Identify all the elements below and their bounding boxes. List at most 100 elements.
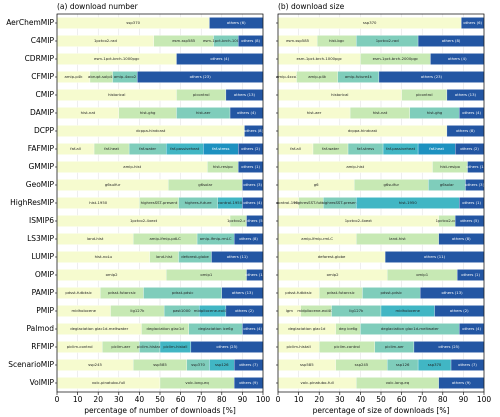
- x-tick-label: 100: [477, 395, 492, 404]
- category-label: OMIP: [35, 270, 55, 279]
- segment-label: deglaciation glac1d: [288, 326, 326, 331]
- category-label: PAMIP: [32, 288, 55, 297]
- segment-label: deforest-globe: [318, 254, 346, 259]
- segment-label: others (11): [424, 254, 446, 259]
- category-label: RFMIP: [31, 342, 54, 351]
- segment-label: 1pctco2-rad: [94, 38, 117, 43]
- segment-label: others (6): [463, 20, 482, 25]
- segment-label: picontrol: [416, 92, 433, 97]
- segment-label: pdsst-futarcsic: [327, 290, 355, 295]
- segment-label: others (1): [461, 272, 480, 277]
- segment-label: others (6): [227, 20, 246, 25]
- segment-label: ssp126: [215, 362, 229, 367]
- segment-label: faf-heat: [429, 146, 444, 151]
- category-label: CDRMIP: [25, 54, 55, 63]
- segment-label: others (1): [245, 272, 264, 277]
- segment-label: amip-p4k: [65, 74, 84, 79]
- segment-label: piclim-control: [334, 344, 360, 349]
- segment-label: others (8): [442, 38, 461, 43]
- segment-label: others (5): [245, 218, 264, 223]
- segment-label: ssp370: [428, 362, 442, 367]
- segment-label: faf-water: [139, 146, 156, 151]
- category-label: DAMIP: [30, 108, 54, 117]
- segment-label: others (25): [438, 344, 460, 349]
- segment-label: others (7): [458, 362, 477, 367]
- segment-label: past1000: [173, 308, 191, 313]
- segment-label: piclim-control: [67, 344, 93, 349]
- segment-label: esm-ssp585: [172, 38, 196, 43]
- segment-label: others (4): [243, 326, 262, 331]
- segment-label: picontrol: [193, 92, 210, 97]
- segment-label: ssp585: [300, 362, 314, 367]
- x-tick-label: 80: [438, 395, 448, 404]
- segment-label: others (1): [241, 164, 260, 169]
- segment-label: midpliocene-eoi400: [297, 308, 335, 313]
- segment-label: others (9): [452, 380, 471, 385]
- segment-label: others (23): [421, 74, 443, 79]
- x-tick-label: 60: [397, 395, 407, 404]
- x-tick-label: 90: [238, 395, 248, 404]
- segment-label: faf-passiveheat: [386, 146, 416, 151]
- plot-frame: [56, 13, 264, 393]
- segment-label: faf-all: [70, 146, 81, 151]
- segment-label: deglaciation glac1d: [147, 326, 185, 331]
- x-tick-label: 0: [55, 395, 60, 404]
- segment-label: dcppa-hindcast: [348, 128, 378, 133]
- x-tick-label: 50: [376, 395, 386, 404]
- segment-label: others (5): [460, 218, 479, 223]
- segment-label: g6solar: [440, 182, 455, 187]
- segment-label: amip-hist: [346, 164, 364, 169]
- category-label: VolMIP: [30, 378, 55, 387]
- segment-label: volc-long-eq: [185, 380, 209, 385]
- x-tick-label: 10: [73, 395, 83, 404]
- segment-label: others (8): [241, 38, 260, 43]
- segment-label: omip2: [327, 272, 339, 277]
- segment-label: amip-lfmip-rmLC: [301, 236, 333, 241]
- segment-label: lgm: [286, 308, 293, 313]
- segment-label: hist-ghg: [427, 110, 443, 115]
- x-tick-label: 40: [356, 395, 366, 404]
- x-tick-label: 40: [135, 395, 145, 404]
- segment-label: hist-bgc: [329, 38, 344, 43]
- segment-label: faf-stress: [357, 146, 374, 151]
- segment-label: others (4): [462, 326, 481, 331]
- segment-label: land-hist: [389, 236, 406, 241]
- segment-label: 1pctco2-cdr: [227, 218, 250, 223]
- segment-label: others (3): [243, 182, 262, 187]
- segment-label: faf-all: [290, 146, 301, 151]
- segment-label: amip-4xco2: [276, 74, 299, 79]
- category-label: GeoMIP: [26, 180, 55, 189]
- segment-label: amip-p4k: [308, 74, 327, 79]
- segment-label: abrupt-solp4p: [88, 74, 115, 79]
- segment-label: others (13): [232, 290, 254, 295]
- segment-label: hist-nat: [373, 110, 388, 115]
- plot-frame: [277, 13, 485, 393]
- segment-label: volc-pinatubo-full: [301, 380, 334, 385]
- category-label: CMIP: [36, 90, 55, 99]
- x-tick-label: 80: [217, 395, 227, 404]
- category-label: ScenarioMIP: [8, 360, 54, 369]
- segment-label: others (9): [239, 380, 258, 385]
- segment-label: hist-aer: [307, 110, 322, 115]
- segment-label: faf-stress: [212, 146, 229, 151]
- segment-label: deglaciation ice6g: [198, 326, 233, 331]
- panel-title: (a) download number: [57, 2, 139, 11]
- segment-label: deg ice6g: [339, 326, 358, 331]
- category-label: DCPP: [34, 126, 55, 135]
- segment-label: historical: [331, 92, 348, 97]
- segment-label: hist-1950: [89, 200, 108, 205]
- category-label: FAFMIP: [28, 144, 55, 153]
- segment-label: ssp585: [153, 362, 167, 367]
- category-label: Palmod: [26, 324, 54, 333]
- segment-label: faf-passiveheat: [170, 146, 200, 151]
- segment-label: amip-hist: [123, 164, 141, 169]
- x-axis-label: percentage of number of downloads [%]: [84, 406, 236, 415]
- segment-label: others (13): [442, 290, 464, 295]
- segment-label: others (25): [216, 344, 238, 349]
- segment-label: highresSST-present: [141, 200, 178, 205]
- segment-label: midholocene: [72, 308, 97, 313]
- segment-label: 1pctco2-cdr: [436, 218, 459, 223]
- segment-label: g6sulfur: [105, 182, 121, 187]
- segment-label: piclim-histall: [287, 344, 311, 349]
